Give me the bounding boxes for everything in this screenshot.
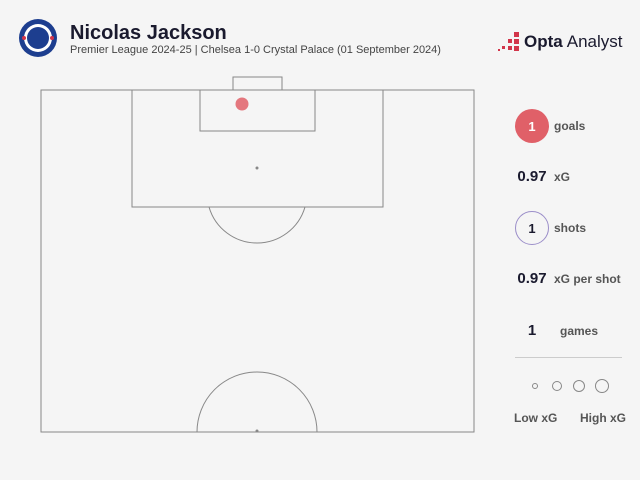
shots-label: shots: [554, 221, 587, 235]
pitch-outline: [40, 89, 475, 433]
divider: [515, 357, 622, 358]
brand-bold: Opta: [524, 32, 563, 51]
chelsea-crest-logo: [19, 19, 57, 57]
opta-analyst-logo: Opta Analyst: [498, 32, 622, 52]
opta-mark-icon: [498, 32, 519, 51]
games-label: games: [560, 323, 599, 338]
xg-value: 0.97: [517, 168, 547, 185]
goals-value: 1: [515, 109, 549, 143]
shot-marker-goal: [235, 97, 249, 111]
six-yard-box: [199, 89, 316, 132]
legend-high-xg: High xG: [580, 411, 627, 425]
centre-circle: [196, 371, 318, 433]
xg-per-shot-label: xG per shot: [554, 271, 621, 286]
stat-xg: 0.97 xG: [510, 168, 570, 185]
brand-light: Analyst: [566, 32, 623, 51]
xg-size-legend: [532, 379, 609, 393]
stat-shots: 1 shots: [510, 211, 586, 245]
stat-goals: 1 goals: [510, 109, 585, 143]
shots-value: 1: [515, 211, 549, 245]
xg-label: xG: [554, 169, 571, 184]
match-subtitle: Premier League 2024-25 | Chelsea 1-0 Cry…: [70, 44, 441, 56]
xg-per-shot-value: 0.97: [517, 270, 547, 287]
pitch: [40, 76, 475, 433]
penalty-box: [131, 89, 384, 208]
penalty-arc: [208, 206, 306, 244]
stat-xg-per-shot: 0.97 xG per shot: [510, 270, 621, 287]
goal: [232, 76, 283, 91]
legend-low-xg: Low xG: [514, 411, 558, 425]
player-name: Nicolas Jackson: [70, 22, 227, 44]
centre-spot: [255, 429, 259, 433]
stat-games: 1 games: [510, 322, 598, 339]
penalty-spot: [255, 166, 259, 170]
games-value: 1: [527, 322, 537, 339]
goals-label: goals: [554, 119, 586, 133]
